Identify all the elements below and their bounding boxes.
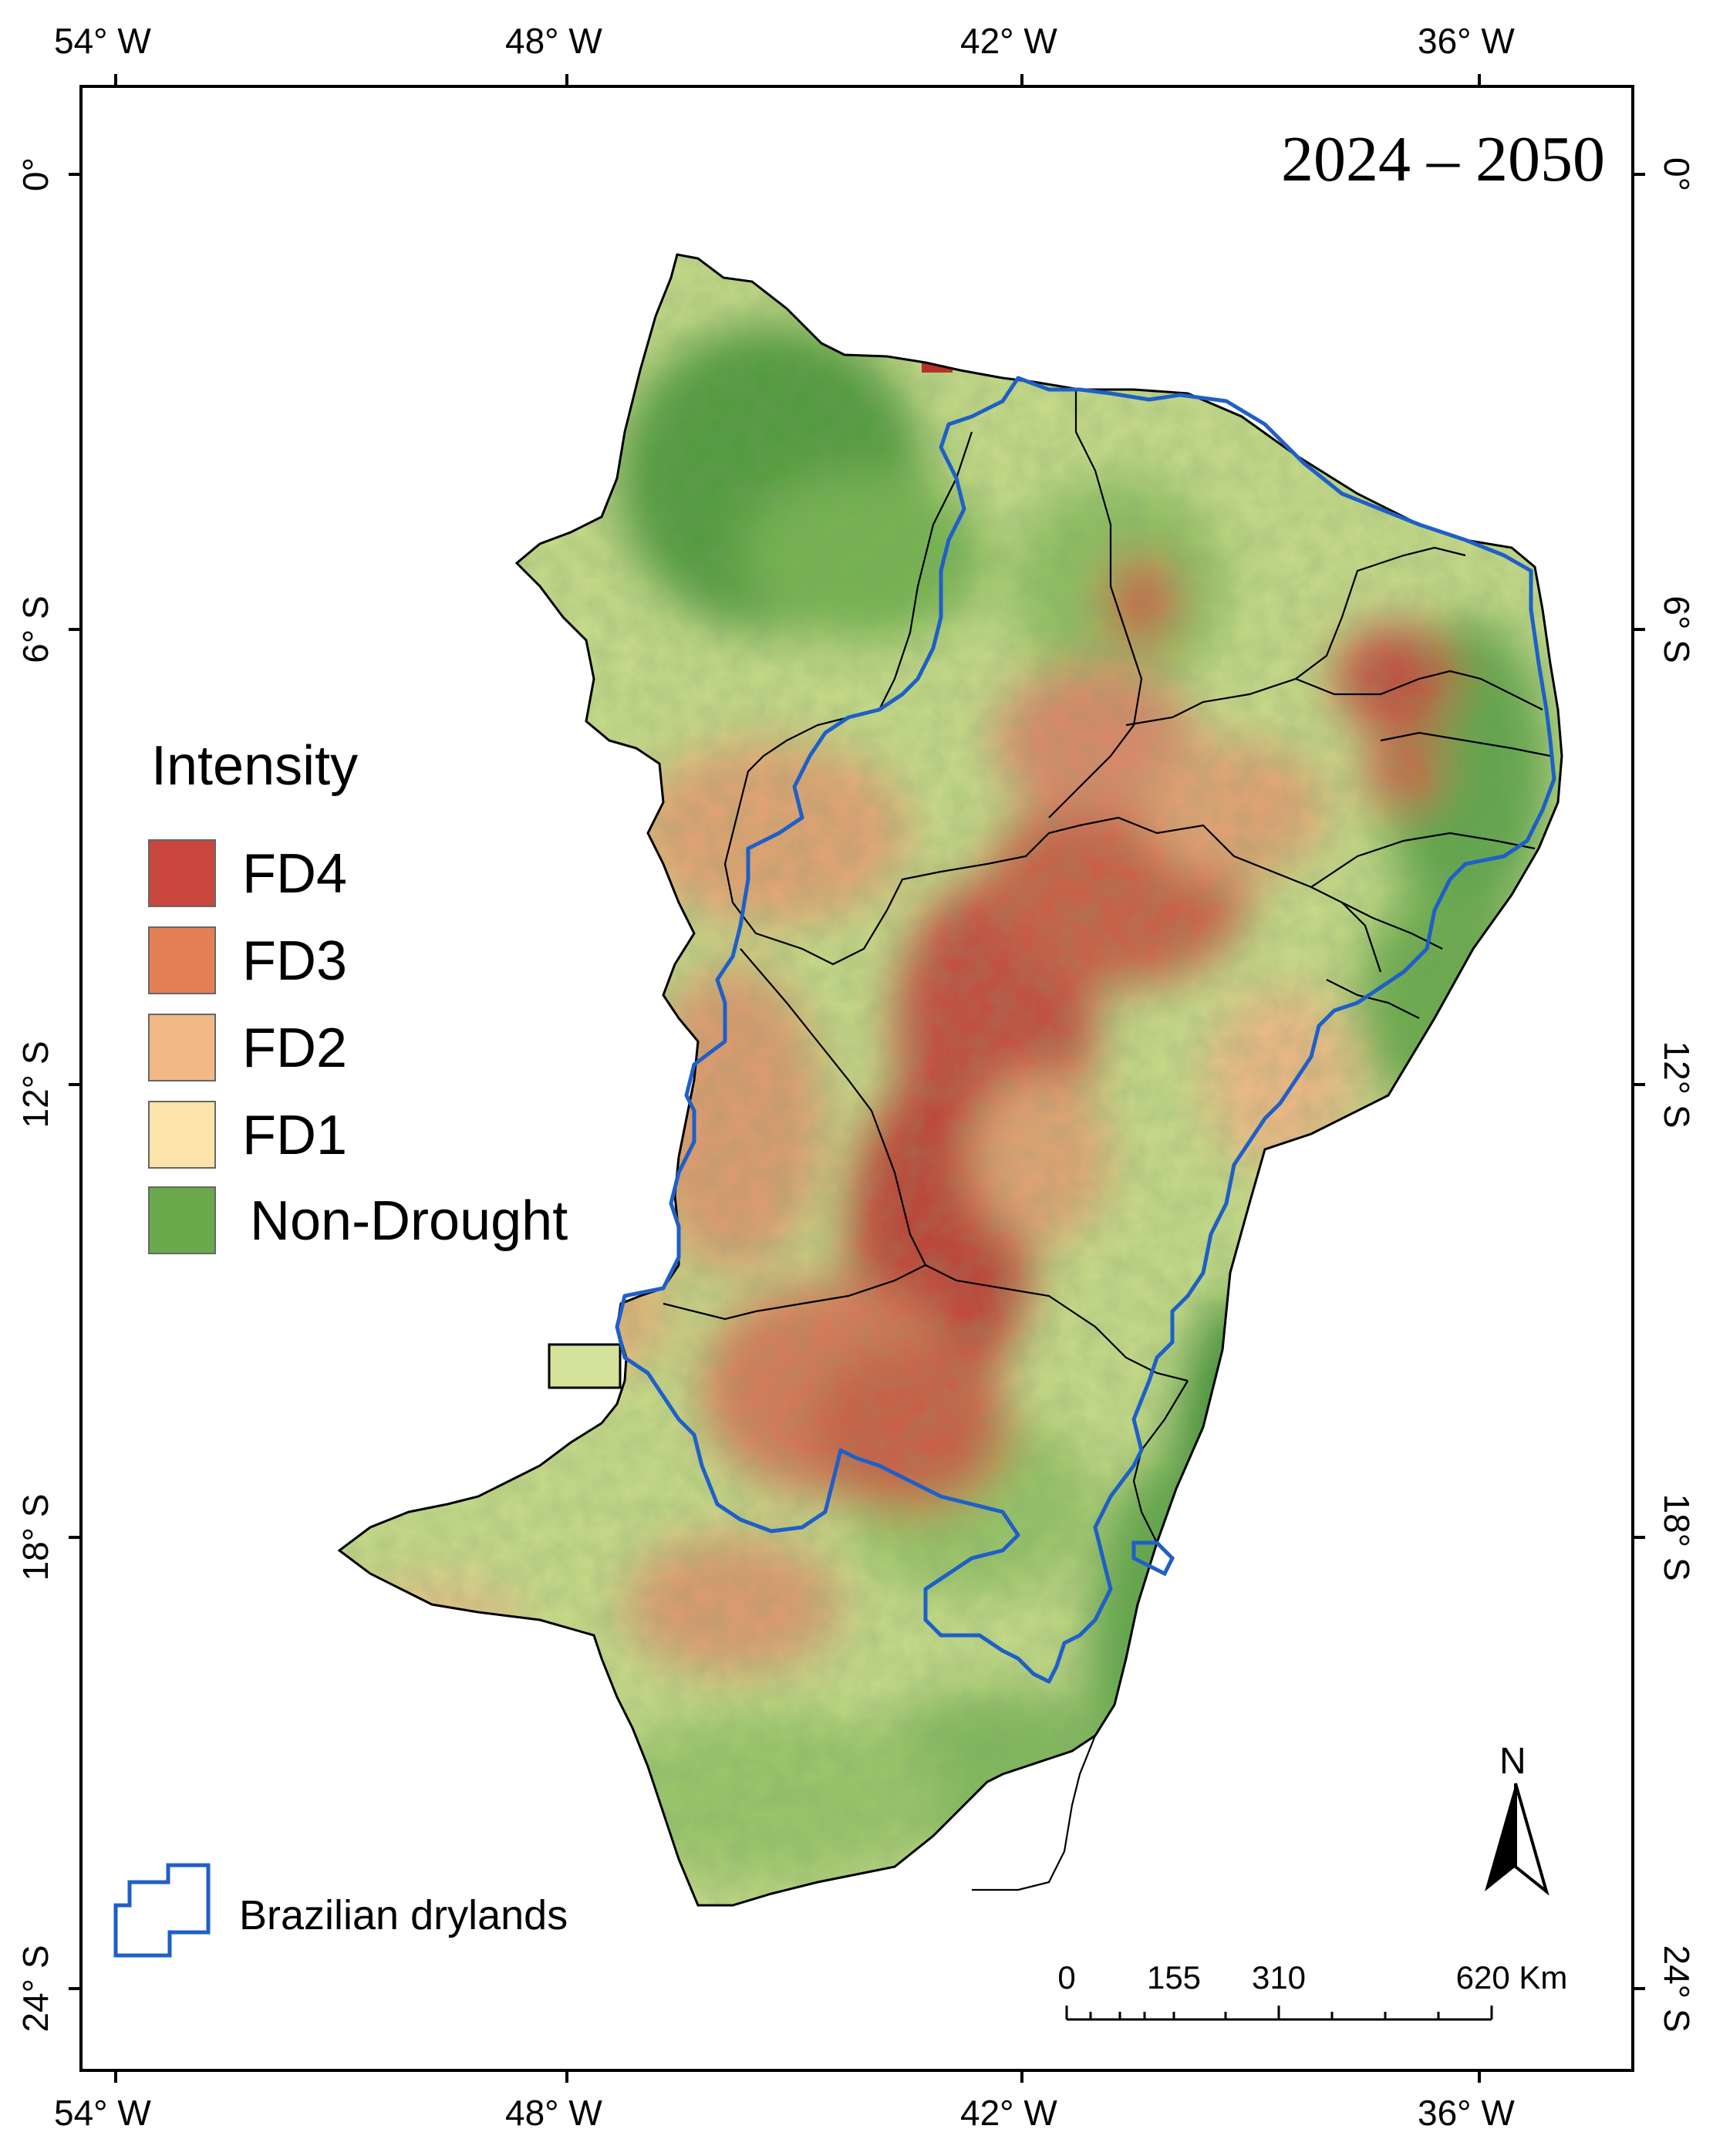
lat-label-right: 12° S <box>1657 1041 1697 1129</box>
frame-ticks <box>69 74 1645 2083</box>
scale-label: 310 <box>1251 1959 1307 1996</box>
lon-label-bottom: 42° W <box>960 2093 1057 2133</box>
state-borders <box>663 390 1551 1891</box>
lon-label-bottom: 48° W <box>505 2093 602 2133</box>
lat-label-left: 18° S <box>15 1493 56 1581</box>
legend-swatch-fd2 <box>148 1014 216 1081</box>
drylands-boundary <box>615 376 1556 1684</box>
drylands-legend-icon <box>113 1863 211 1958</box>
legend-title: Intensity <box>151 735 359 797</box>
lat-label-right: 0° <box>1657 157 1697 191</box>
lat-label-left: 0° <box>15 157 56 191</box>
lon-label-top: 54° W <box>54 21 151 61</box>
legend-label-fd3: FD3 <box>242 930 348 992</box>
lon-label-top: 36° W <box>1418 21 1515 61</box>
lat-label-right: 18° S <box>1657 1493 1697 1581</box>
drylands-boundary-inner <box>1131 1540 1175 1577</box>
legend-label-fd2: FD2 <box>242 1017 348 1079</box>
lon-label-top: 48° W <box>505 21 602 61</box>
scale-label: 0 <box>1057 1959 1076 1996</box>
lat-label-left: 24° S <box>15 1945 56 2033</box>
lon-label-bottom: 36° W <box>1418 2093 1515 2133</box>
legend-swatch-fd1 <box>148 1101 216 1169</box>
legend-swatch-non-drought <box>148 1186 216 1254</box>
legend-label-non-drought: Non-Drought <box>250 1190 568 1252</box>
scale-label: 155 <box>1146 1959 1202 1996</box>
lon-label-top: 42° W <box>960 21 1057 61</box>
north-arrow-icon <box>1485 1783 1549 1896</box>
lat-label-right: 6° S <box>1657 596 1697 663</box>
legend-swatch-fd4 <box>148 839 216 907</box>
outlier-polygon <box>548 1343 622 1389</box>
legend-label-fd1: FD1 <box>242 1105 348 1166</box>
north-label: N <box>1499 1741 1526 1782</box>
drylands-legend-label: Brazilian drylands <box>239 1892 568 1938</box>
legend-label-fd4: FD4 <box>242 843 348 905</box>
region-outline <box>337 253 1563 1907</box>
lat-label-left: 6° S <box>15 596 56 663</box>
lat-label-left: 12° S <box>15 1041 56 1129</box>
drought-raster <box>339 255 1562 1905</box>
scale-label: 620 Km <box>1455 1959 1568 1996</box>
scale-bar <box>1065 2006 1493 2021</box>
period-title: 2024 – 2050 <box>1281 123 1605 195</box>
lon-label-bottom: 54° W <box>54 2093 151 2133</box>
legend-swatch-fd3 <box>148 926 216 994</box>
map-frame <box>79 85 1634 2072</box>
lat-label-right: 24° S <box>1657 1945 1697 2033</box>
